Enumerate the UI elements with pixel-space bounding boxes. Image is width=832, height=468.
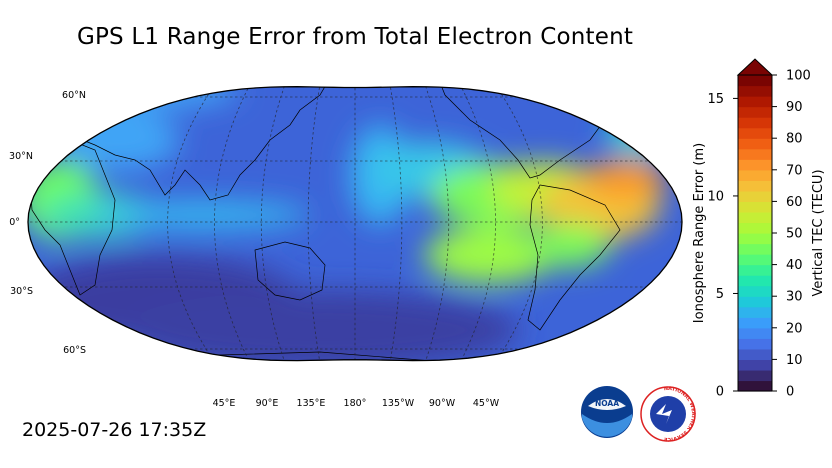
colorbar-right-tick-label: 60: [786, 195, 803, 210]
colorbar-ticks: 0 10 20 30 40 50 60 70 80 90 100 0 5 10 15: [707, 69, 810, 400]
lon-label-90e: 90°E: [256, 398, 279, 409]
meridian-line: [307, 86, 326, 361]
antarctica-outline: [149, 351, 561, 361]
colorbar-right-tick-label: 0: [786, 385, 794, 400]
tec-region-blob: [585, 160, 665, 200]
meridian-line: [474, 86, 543, 361]
colorbar-swatch: [738, 233, 772, 245]
colorbar-right-tick-label: 70: [786, 163, 803, 178]
colorbar-swatch: [738, 327, 772, 339]
colorbar-swatch: [738, 348, 772, 360]
meridian-line: [384, 86, 403, 361]
colorbar-swatch: [738, 190, 772, 202]
colorbar-swatch: [738, 211, 772, 224]
tec-region-blob: [28, 86, 240, 112]
colorbar-swatch: [738, 201, 772, 213]
coastlines: [29, 86, 631, 361]
lon-label-135w: 135°W: [382, 398, 415, 409]
africa-outline: [29, 139, 116, 296]
lat-label-30n: 30°N: [9, 151, 33, 162]
colorbar-swatches: [738, 75, 772, 392]
colorbar-swatch: [738, 306, 772, 318]
colorbar-swatch: [738, 138, 772, 150]
colorbar: 0 10 20 30 40 50 60 70 80 90 100 0 5 10 15 Ionosphere …: [692, 58, 826, 400]
lat-label-60n: 60°N: [62, 90, 86, 101]
colorbar-swatch: [738, 148, 772, 160]
noaa-logo-text: NOAA: [595, 399, 619, 408]
colorbar-left-axis-label: Ionosphere Range Error (m): [692, 143, 707, 323]
colorbar-right-tick-label: 90: [786, 100, 803, 115]
colorbar-swatch: [738, 75, 772, 87]
colorbar-swatch: [738, 159, 772, 171]
colorbar-swatch: [738, 222, 772, 234]
eurasia-outline: [39, 86, 331, 201]
lon-label-45e: 45°E: [213, 398, 236, 409]
colorbar-swatch: [738, 243, 772, 255]
colorbar-swatch: [738, 180, 772, 192]
colorbar-swatch: [738, 380, 772, 392]
map-boundary: [27, 86, 683, 362]
lat-label-30s: 30°S: [10, 286, 33, 297]
australia-outline: [254, 241, 326, 301]
colorbar-swatch: [738, 296, 772, 308]
agency-logos: NOAA NATIONAL WEATHER SERVICE: [581, 386, 696, 442]
colorbar-swatch: [738, 275, 772, 287]
tec-region-blob: [425, 227, 555, 283]
lon-label-135e: 135°E: [297, 398, 326, 409]
colorbar-right-tick-label: 40: [786, 258, 803, 273]
meridian-line: [414, 86, 450, 361]
colorbar-swatch: [738, 285, 772, 297]
lon-label-90w: 90°W: [429, 398, 456, 409]
colorbar-swatch: [738, 254, 772, 266]
colorbar-swatch: [738, 85, 772, 97]
colorbar-swatch: [738, 106, 772, 118]
lon-label-180: 180°: [344, 398, 367, 409]
colorbar-swatch: [738, 338, 772, 350]
south-america-outline: [527, 184, 621, 331]
colorbar-right-tick-label: 20: [786, 321, 803, 336]
colorbar-swatch: [738, 369, 772, 382]
meridian-line: [444, 86, 496, 361]
colorbar-swatch: [738, 264, 772, 276]
meridian-line: [214, 86, 266, 361]
tec-region-blob: [530, 223, 610, 267]
nws-logo: NATIONAL WEATHER SERVICE: [640, 386, 696, 442]
colorbar-swatch: [738, 127, 772, 139]
colorbar-swatch: [738, 317, 772, 329]
colorbar-swatch: [738, 359, 772, 371]
colorbar-right-axis-label: Vertical TEC (TECU): [811, 169, 826, 296]
tec-region-blob: [605, 105, 675, 155]
colorbar-left-tick-label: 10: [707, 189, 724, 204]
meridian-line: [167, 86, 236, 361]
noaa-logo: NOAA: [581, 386, 633, 438]
lat-label-60s: 60°S: [63, 345, 86, 356]
colorbar-swatch: [738, 96, 772, 108]
tec-field: [28, 86, 682, 361]
tec-region-blob: [120, 290, 520, 361]
colorbar-swatch: [738, 117, 772, 129]
colorbar-extend-triangle: [736, 58, 774, 76]
lat-label-equator: 0°: [9, 217, 20, 228]
latitude-labels: 60°N 30°N 0° 30°S 60°S: [9, 90, 86, 356]
map-title: GPS L1 Range Error from Total Electron C…: [76, 24, 634, 50]
colorbar-left-tick-label: 0: [716, 385, 724, 400]
tec-region-blob: [90, 201, 310, 229]
colorbar-left-tick-label: 15: [707, 92, 724, 107]
longitude-labels: 45°E 90°E 135°E 180° 135°W 90°W 45°W: [213, 398, 500, 409]
colorbar-right-tick-label: 30: [786, 290, 803, 305]
colorbar-left-tick-label: 5: [716, 287, 724, 302]
colorbar-right-tick-label: 100: [786, 69, 811, 84]
colorbar-swatch: [738, 169, 772, 181]
meridian-line: [260, 86, 296, 361]
colorbar-right-tick-label: 50: [786, 227, 803, 242]
north-america-outline: [434, 86, 631, 179]
colorbar-right-tick-label: 10: [786, 353, 803, 368]
lon-label-45w: 45°W: [473, 398, 500, 409]
colorbar-right-tick-label: 80: [786, 132, 803, 147]
timestamp: 2025-07-26 17:35Z: [22, 419, 207, 441]
